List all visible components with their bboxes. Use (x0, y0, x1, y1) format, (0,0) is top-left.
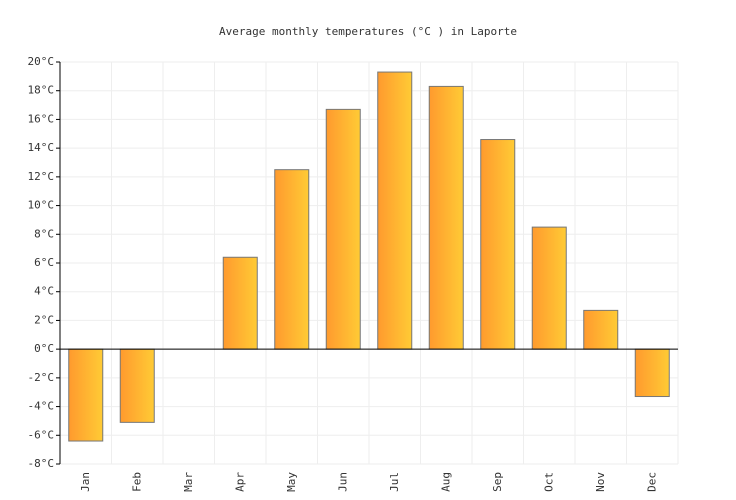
x-tick-label: Jul (388, 472, 401, 492)
y-tick-label: -2°C (28, 371, 55, 384)
x-tick-label: May (285, 472, 298, 492)
y-tick-label: 6°C (34, 256, 54, 269)
y-tick-label: 12°C (28, 170, 55, 183)
bar (68, 348, 104, 442)
bar (325, 108, 361, 350)
x-tick-label: Jan (79, 472, 92, 492)
x-tick-label: Feb (130, 472, 143, 492)
y-tick-label: 18°C (28, 84, 55, 97)
x-tick-label: Mar (182, 472, 195, 492)
y-tick-label: -4°C (28, 400, 55, 413)
bar (428, 85, 464, 350)
bar (634, 348, 670, 398)
bar (119, 348, 155, 423)
bar (583, 309, 619, 350)
y-tick-label: 10°C (28, 199, 55, 212)
x-tick-label: Jun (336, 472, 349, 492)
chart-title: Average monthly temperatures (°C ) in La… (219, 25, 517, 38)
y-tick-label: 8°C (34, 227, 54, 240)
x-tick-label: Nov (594, 472, 607, 492)
y-tick-label: 0°C (34, 342, 54, 355)
bar (480, 139, 516, 350)
y-tick-label: 2°C (34, 313, 54, 326)
y-tick-label: -8°C (28, 457, 55, 470)
y-tick-label: -6°C (28, 428, 55, 441)
x-tick-label: Sep (491, 472, 504, 492)
x-tick-label: Dec (645, 472, 658, 492)
y-tick-label: 20°C (28, 55, 55, 68)
y-tick-label: 14°C (28, 141, 55, 154)
bar (377, 71, 413, 350)
x-tick-label: Aug (439, 472, 452, 492)
bar (274, 169, 310, 350)
x-tick-label: Oct (542, 472, 555, 492)
bar (531, 226, 567, 350)
y-tick-label: 4°C (34, 285, 54, 298)
x-tick-label: Apr (233, 472, 246, 492)
y-tick-label: 16°C (28, 112, 55, 125)
bar (222, 256, 258, 350)
